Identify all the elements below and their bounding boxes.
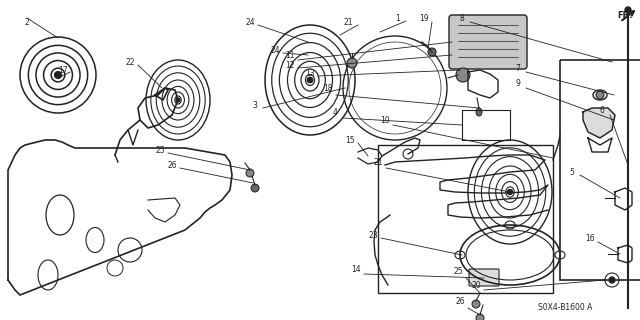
Circle shape xyxy=(246,169,254,177)
Text: 9: 9 xyxy=(516,78,520,87)
Text: 23: 23 xyxy=(368,230,378,239)
Text: 15: 15 xyxy=(345,135,355,145)
Circle shape xyxy=(596,91,604,99)
Text: 25: 25 xyxy=(453,268,463,276)
Circle shape xyxy=(428,48,436,56)
Circle shape xyxy=(472,300,480,308)
Text: 16: 16 xyxy=(585,234,595,243)
Text: 26: 26 xyxy=(167,161,177,170)
Text: 24: 24 xyxy=(270,45,280,54)
Text: FR.: FR. xyxy=(617,11,632,20)
Text: 8: 8 xyxy=(460,13,465,22)
Text: 2: 2 xyxy=(24,18,29,27)
Circle shape xyxy=(456,68,470,82)
Circle shape xyxy=(347,58,357,68)
Text: 21: 21 xyxy=(343,18,353,27)
FancyBboxPatch shape xyxy=(469,269,499,286)
Circle shape xyxy=(476,314,484,320)
Text: 26: 26 xyxy=(455,298,465,307)
Text: 11: 11 xyxy=(285,51,295,60)
Text: 14: 14 xyxy=(351,266,361,275)
Text: 18: 18 xyxy=(323,84,333,92)
Text: 5: 5 xyxy=(570,167,575,177)
FancyBboxPatch shape xyxy=(449,15,527,69)
Circle shape xyxy=(625,7,631,13)
Text: 7: 7 xyxy=(516,63,520,73)
Bar xyxy=(378,145,553,293)
Text: 3: 3 xyxy=(253,100,257,109)
Text: 12: 12 xyxy=(285,60,295,69)
Text: 6: 6 xyxy=(600,106,604,115)
Text: 10: 10 xyxy=(380,116,390,124)
Text: 20: 20 xyxy=(471,281,481,290)
Text: 1: 1 xyxy=(396,13,401,22)
Text: 22: 22 xyxy=(125,58,135,67)
Text: 19: 19 xyxy=(419,13,429,22)
Text: S0X4-B1600 A: S0X4-B1600 A xyxy=(538,303,593,313)
Text: 24: 24 xyxy=(245,18,255,27)
Circle shape xyxy=(307,77,313,83)
Text: 25: 25 xyxy=(155,146,165,155)
Bar xyxy=(560,60,640,280)
Text: 13: 13 xyxy=(305,68,315,77)
Circle shape xyxy=(176,98,180,102)
Ellipse shape xyxy=(476,108,482,116)
Circle shape xyxy=(251,184,259,192)
Polygon shape xyxy=(583,108,615,138)
Text: 17: 17 xyxy=(58,66,68,75)
Circle shape xyxy=(54,72,61,78)
Circle shape xyxy=(609,277,615,283)
Circle shape xyxy=(508,189,513,195)
Text: 21: 21 xyxy=(373,157,383,166)
Text: 4: 4 xyxy=(333,108,337,116)
